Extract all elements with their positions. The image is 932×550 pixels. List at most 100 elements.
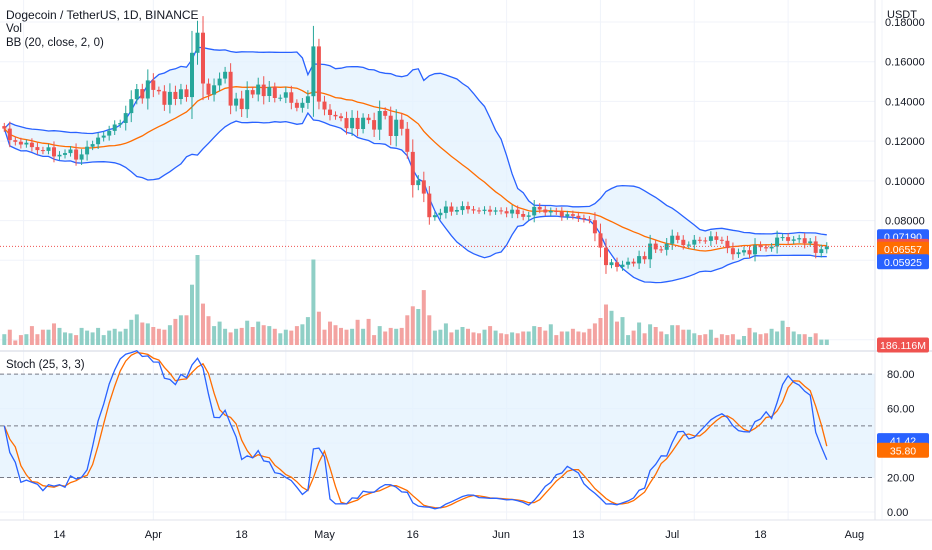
candle-body <box>173 91 178 99</box>
volume-bar <box>68 333 73 345</box>
candle-body <box>29 142 34 148</box>
volume-bar <box>775 331 780 345</box>
volume-bar <box>604 304 608 345</box>
volume-bar <box>427 315 432 345</box>
candle-body <box>742 250 746 253</box>
candle-body <box>758 245 763 248</box>
candle-body <box>764 247 769 249</box>
volume-bar <box>234 328 239 345</box>
candle-body <box>140 89 145 99</box>
volume-bar <box>742 336 746 345</box>
chart-legend: Dogecoin / TetherUS, 1D, BINANCE Vol BB … <box>6 8 199 50</box>
time-axis-tick-label: 18 <box>236 529 248 541</box>
volume-bar <box>355 319 360 345</box>
time-axis-tick-label: May <box>314 529 335 541</box>
volume-bar <box>708 329 713 345</box>
stoch-axis-tick-label: 20.00 <box>887 473 915 485</box>
volume-bar <box>664 334 669 345</box>
volume-bar <box>201 303 205 345</box>
volume-bar <box>543 330 548 345</box>
volume-bar <box>764 333 769 345</box>
bollinger-basis-line <box>3 86 827 252</box>
candle-body <box>178 89 183 99</box>
volume-bar <box>443 323 448 345</box>
candle-body <box>206 83 211 95</box>
candle-body <box>819 249 824 253</box>
candle-body <box>300 102 305 108</box>
volume-bar <box>79 327 84 345</box>
volume-bar <box>559 331 564 345</box>
candle-body <box>267 86 272 96</box>
candle-body <box>350 117 355 129</box>
volume-bar <box>57 327 62 345</box>
volume-bar <box>2 334 7 345</box>
candle-body <box>333 114 338 117</box>
symbol-title[interactable]: Dogecoin / TetherUS, 1D, BINANCE <box>6 8 199 22</box>
candle-body <box>686 244 691 246</box>
volume-bar <box>167 325 172 345</box>
candle-body <box>813 241 818 253</box>
candle-body <box>703 240 708 242</box>
candle-body <box>416 180 421 186</box>
bollinger-indicator-label[interactable]: BB (20, close, 2, 0) <box>6 37 104 49</box>
volume-bar <box>570 328 575 345</box>
volume-bar <box>372 335 377 345</box>
candle-body <box>753 245 757 255</box>
candle-body <box>477 210 481 212</box>
candle-body <box>245 90 250 110</box>
volume-indicator-label[interactable]: Vol <box>6 23 22 35</box>
volume-bar <box>107 330 112 345</box>
candle-body <box>283 92 288 98</box>
candle-body <box>604 247 608 266</box>
volume-bar <box>272 328 277 345</box>
volume-bar <box>278 333 283 345</box>
volume-bar <box>206 316 211 345</box>
volume-bar <box>592 323 597 345</box>
volume-bar <box>350 328 355 345</box>
bb-lower-badge: 0.05925 <box>884 257 922 269</box>
volume-badge: 186.116M <box>880 340 926 352</box>
candle-body <box>52 147 56 157</box>
volume-bar <box>52 323 56 345</box>
time-axis-tick-label: 13 <box>572 529 584 541</box>
volume-bar <box>18 335 23 345</box>
volume-bar <box>824 339 829 345</box>
candle-body <box>786 237 791 241</box>
volume-bar <box>228 332 233 345</box>
candle-body <box>714 236 719 240</box>
volume-bar <box>101 335 106 345</box>
candle-body <box>112 124 117 131</box>
volume-bar <box>256 321 261 345</box>
volume-bar <box>300 324 305 345</box>
stoch-indicator-label[interactable]: Stoch (25, 3, 3) <box>6 359 85 371</box>
candle-body <box>454 210 459 212</box>
volume-bar <box>239 327 244 345</box>
volume-bar <box>703 334 708 345</box>
volume-bar <box>786 327 791 345</box>
volume-bar <box>151 327 156 345</box>
candle-body <box>256 84 261 95</box>
volume-bar <box>758 334 763 345</box>
candle-body <box>129 99 134 114</box>
volume-bar <box>118 331 123 345</box>
candle-body <box>68 149 73 154</box>
candle-body <box>145 80 150 99</box>
candle-body <box>443 206 448 213</box>
candle-body <box>377 111 382 130</box>
candle-body <box>361 117 366 129</box>
price-axis-tick-label: 0.14000 <box>885 96 925 108</box>
candle-body <box>824 246 829 250</box>
candle-body <box>615 262 619 267</box>
volume-bar <box>449 332 454 345</box>
candle-body <box>642 256 647 260</box>
candle-body <box>305 96 310 103</box>
bb-lower-badge-bg <box>877 254 929 270</box>
candle-body <box>421 180 426 194</box>
volume-bar <box>548 324 553 345</box>
volume-bar <box>377 326 382 345</box>
candle-body <box>272 86 277 98</box>
volume-bar <box>670 325 675 345</box>
candle-body <box>449 206 454 212</box>
candle-body <box>289 92 294 103</box>
